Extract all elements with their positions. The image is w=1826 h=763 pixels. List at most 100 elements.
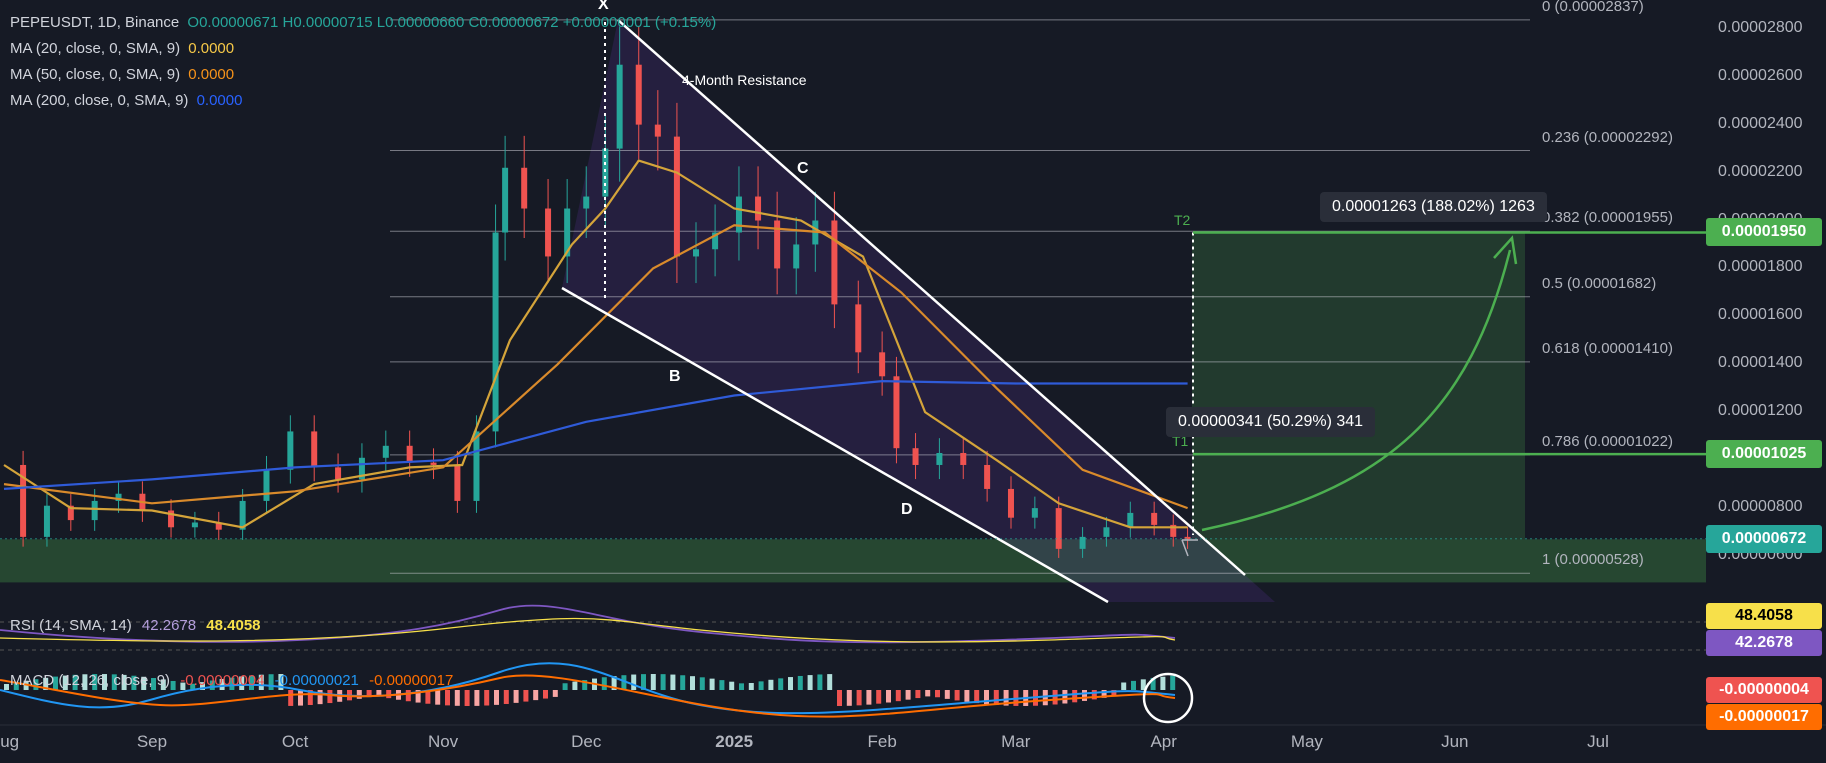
fib-label-2: 0.382 (0.00001955): [1542, 209, 1673, 227]
candle-body-28: [616, 64, 623, 149]
rsi-value: 42.2678: [141, 617, 197, 634]
legend-symbol-row: PEPEUSDT, 1D, Binance O0.00000671 H0.000…: [10, 10, 716, 36]
macd-hist-bar-51: [503, 690, 509, 704]
macd-hist-bar-1: [13, 682, 19, 690]
measure-box-t2[interactable]: 0.00001263 (188.02%) 1263: [1320, 192, 1547, 222]
rsi-label: RSI (14, SMA, 14): [10, 617, 132, 634]
macd-hist-bar-19: [190, 683, 196, 690]
candle-body-24: [545, 208, 552, 257]
cursor-arrow: [1181, 539, 1198, 557]
macd-hist-bar-37: [366, 690, 372, 698]
legend-ma20-row[interactable]: MA (20, close, 0, SMA, 9) 0.0000: [10, 36, 716, 62]
macd-hist-bar-91: [895, 690, 901, 702]
y-tick-1: 0.00002600: [1718, 66, 1803, 84]
macd-cross-highlight: [1142, 672, 1194, 724]
point-x-label: X: [598, 0, 609, 13]
candle-body-21: [492, 232, 499, 432]
macd-hist-bar-115: [1131, 680, 1136, 690]
point-d-label: D: [901, 501, 913, 518]
macd-hist-bar-47: [464, 690, 470, 706]
macd-hist-bar-33: [327, 690, 333, 704]
target-t2-label: T2: [1174, 212, 1191, 228]
macd-hist-value: -0.00000004: [180, 672, 265, 689]
y-tick-2: 0.00002400: [1718, 114, 1803, 132]
macd-hist-bar-36: [356, 690, 362, 699]
macd-hist-bar-79: [778, 678, 784, 690]
macd-hist-bar-38: [376, 690, 382, 697]
rsi-badge: 42.2678: [1706, 630, 1822, 656]
candle-body-36: [774, 220, 781, 269]
point-c-label: C: [797, 160, 809, 177]
measure-box-t1[interactable]: 0.00000341 (50.29%) 341: [1166, 407, 1376, 437]
macd-hist-bar-57: [562, 683, 568, 690]
macd-hist-bar-25: [249, 675, 254, 690]
macd-hist-bar-53: [523, 690, 529, 702]
x-tick-1: Sep: [136, 732, 168, 751]
fib-label-3: 0.5 (0.00001682): [1542, 274, 1657, 292]
candle-body-13: [311, 431, 318, 468]
macd-hist-bar-109: [1072, 690, 1078, 703]
rsi-legend[interactable]: RSI (14, SMA, 14) 42.2678 48.4058: [10, 617, 261, 634]
y-tick-8: 0.00001200: [1718, 402, 1803, 420]
rsi-line: [0, 604, 1176, 644]
x-tick-5: 2025: [715, 732, 754, 751]
candle-body-29: [635, 64, 642, 125]
macd-hist-bar-21: [209, 680, 215, 690]
candle-body-32: [693, 249, 700, 257]
candle-body-47: [1007, 488, 1014, 518]
candle-body-45: [960, 452, 967, 465]
rsi-ma-line: [0, 617, 1176, 643]
macd-hist-bar-56: [552, 690, 558, 697]
macd-hist-bar-27: [268, 674, 274, 690]
fib-label-1: 0.236 (0.00002292): [1542, 128, 1673, 146]
candle-body-26: [583, 196, 590, 209]
candle-body-17: [406, 445, 413, 463]
x-tick-8: Apr: [1150, 732, 1177, 751]
candle-body-18: [430, 462, 437, 465]
macd-hist-bar-4: [43, 677, 49, 690]
macd-hist-bar-48: [474, 690, 480, 706]
candle-body-42: [893, 376, 900, 449]
candle-body-4: [91, 500, 98, 521]
demand-zone: [0, 539, 1706, 583]
macd-signal-badge: -0.00000017: [1706, 704, 1822, 730]
y-tick-5: 0.00001800: [1718, 258, 1803, 276]
candle-body-40: [855, 304, 862, 353]
macd-hist-bar-61: [601, 677, 607, 690]
macd-legend[interactable]: MACD (12, 26, close, 9) -0.00000004 -0.0…: [10, 672, 453, 689]
resistance-trendline: [617, 19, 1246, 576]
macd-hist-bar-17: [170, 680, 176, 690]
macd-hist-bar-108: [1062, 690, 1068, 704]
macd-hist-bar-113: [1111, 690, 1117, 697]
fib-label-6: 1 (0.00000528): [1542, 551, 1644, 569]
ma20-line: [3, 159, 1188, 529]
macd-label: MACD (12, 26, close, 9): [10, 672, 171, 689]
candle-body-55: [1184, 536, 1191, 540]
y-tick-3: 0.00002200: [1718, 162, 1803, 180]
macd-hist-bar-86: [846, 690, 852, 706]
candle-body-9: [215, 522, 222, 530]
macd-hist-bar-88: [866, 690, 872, 705]
macd-hist-bar-110: [1082, 690, 1087, 701]
macd-hist-bar-50: [494, 690, 499, 705]
macd-hist-bar-41: [405, 690, 411, 702]
macd-hist-bar-106: [1042, 690, 1048, 706]
x-tick-9: May: [1290, 732, 1323, 751]
macd-hist-bar-45: [445, 690, 450, 706]
macd-hist-bar-26: [258, 674, 264, 690]
macd-hist-bar-111: [1091, 690, 1097, 700]
macd-hist-bar-93: [915, 690, 921, 699]
legend-ma200-row[interactable]: MA (200, close, 0, SMA, 9) 0.0000: [10, 88, 716, 114]
candle-body-53: [1151, 512, 1158, 525]
macd-hist-bar-46: [454, 690, 460, 706]
x-tick-0: Aug: [0, 732, 20, 751]
candle-body-52: [1127, 512, 1134, 528]
ma50-value: 0.0000: [188, 66, 235, 83]
point-b-label: B: [669, 368, 681, 385]
candle-body-20: [473, 431, 480, 501]
macd-hist-bar-78: [768, 679, 774, 690]
candle-body-48: [1031, 508, 1038, 518]
legend-ma50-row[interactable]: MA (50, close, 0, SMA, 9) 0.0000: [10, 62, 716, 88]
